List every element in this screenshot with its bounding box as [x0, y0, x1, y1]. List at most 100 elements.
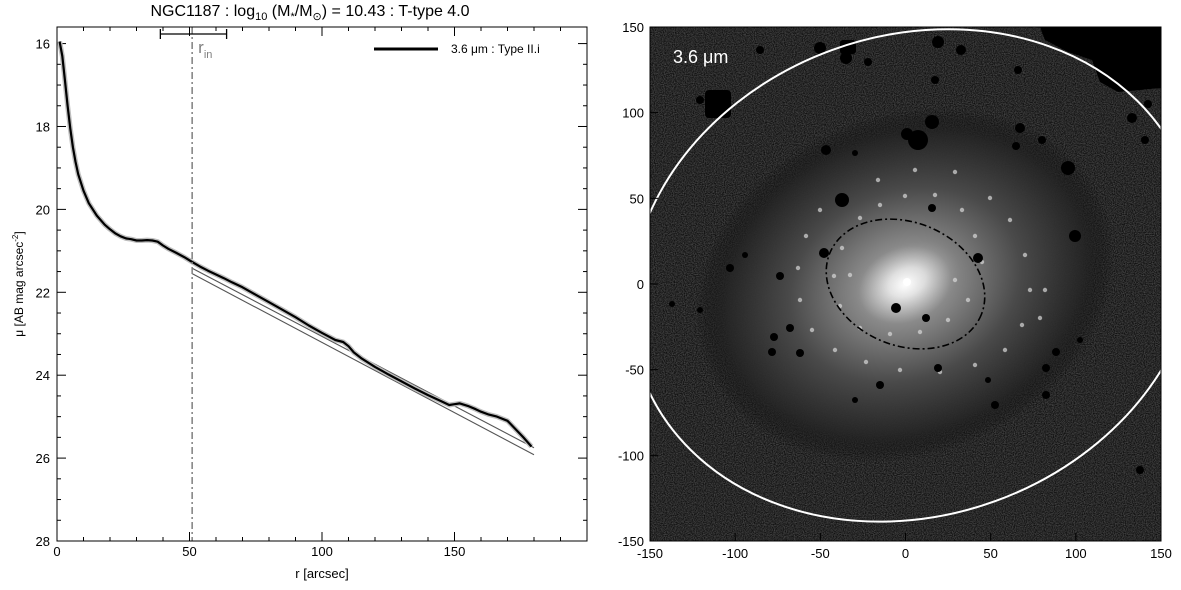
arm-knot [1042, 287, 1048, 293]
masked-source [901, 128, 913, 140]
x-tick-label: 150 [444, 544, 466, 559]
profile-legend: 3.6 μm : Type II.i [374, 42, 540, 56]
y-tick-label: 28 [36, 534, 50, 549]
masked-sources [669, 36, 1152, 474]
masked-source [1061, 161, 1075, 175]
masked-source [876, 381, 884, 389]
masked-source [776, 272, 784, 280]
y-tick-label: 18 [36, 119, 50, 134]
masked-source [1015, 123, 1025, 133]
masked-source [705, 90, 731, 118]
arm-knot [877, 202, 883, 208]
arm-knot [839, 245, 845, 251]
masked-source [922, 314, 930, 322]
masked-source [786, 324, 794, 332]
arm-knot [972, 233, 978, 239]
inner-ellipse [825, 218, 986, 350]
masked-source [840, 52, 852, 64]
masked-source [1038, 136, 1046, 144]
masked-source [814, 42, 826, 54]
masked-source [821, 145, 831, 155]
masked-source [696, 96, 704, 104]
arm-knot [797, 297, 803, 303]
masked-source [891, 303, 901, 313]
y-tick-label: 22 [36, 285, 50, 300]
arm-knot [1027, 287, 1033, 293]
masked-source [796, 349, 804, 357]
masked-source [1052, 348, 1060, 356]
image-panel: 3.6 μm -150 -100 -50 0 50 100 150 -150 -100 -50 0 5… [618, 20, 1172, 561]
image-y-tick-label: -50 [625, 363, 644, 378]
image-y-tick-label: -100 [618, 448, 644, 463]
masked-source [864, 58, 872, 66]
y-tick-label: 16 [36, 37, 50, 52]
profile-line [58, 41, 533, 448]
rin-marker: rin [159, 27, 228, 541]
arm-knot [803, 233, 809, 239]
arm-knot [1007, 217, 1013, 223]
arm-knot [875, 177, 881, 183]
arm-knot [945, 317, 951, 323]
masked-source [956, 45, 966, 55]
masked-source [835, 193, 849, 207]
arm-knot [1002, 347, 1008, 353]
y-tick-label: 26 [36, 451, 50, 466]
masked-source [852, 397, 858, 403]
masked-source [1042, 364, 1050, 372]
masked-source [1069, 230, 1081, 242]
masked-source [1077, 337, 1083, 343]
image-x-tick-label: -150 [637, 546, 663, 561]
masked-source [985, 377, 991, 383]
arm-knot [887, 331, 893, 337]
profile-panel: NGC1187 : log10 (M*/M⊙) = 10.43 : T-type… [11, 3, 588, 581]
masked-source [1136, 466, 1144, 474]
image-x-tick-label: -100 [722, 546, 748, 561]
profile-error-band-line [57, 41, 534, 449]
arm-knot [912, 167, 918, 173]
image-tick-marks [649, 26, 1162, 542]
masked-source [908, 130, 928, 150]
arm-knot [952, 169, 958, 175]
arm-knot [817, 207, 823, 213]
arm-knot [809, 327, 815, 333]
masked-source [669, 301, 675, 307]
y-tick-label: 20 [36, 202, 50, 217]
fit-line [191, 273, 535, 456]
image-y-tick-label: 50 [630, 191, 644, 206]
arm-knot [897, 367, 903, 373]
arm-knot [952, 277, 958, 283]
masked-source [726, 264, 734, 272]
profile-series [58, 41, 533, 448]
masked-source [991, 401, 999, 409]
masked-source [931, 76, 939, 84]
legend-label: 3.6 μm : Type II.i [451, 42, 540, 56]
arm-knot [972, 362, 978, 368]
image-x-tick-label: -50 [811, 546, 830, 561]
rin-label: rin [198, 38, 212, 61]
masked-source [932, 36, 944, 48]
image-x-tick-label: 100 [1065, 546, 1087, 561]
x-tick-label: 0 [53, 544, 60, 559]
arm-knot [959, 207, 965, 213]
arm-knot [847, 272, 853, 278]
profile-tick-labels: 0 50 100 150 16 18 20 22 24 26 28 [36, 37, 466, 559]
spiral-arm-knots [795, 167, 1048, 375]
masked-source [697, 307, 703, 313]
masked-source [928, 204, 936, 212]
image-x-tick-label: 50 [983, 546, 997, 561]
masked-source [819, 248, 829, 258]
arm-knot [1037, 315, 1043, 321]
arm-knot [965, 297, 971, 303]
profile-plot-frame [56, 26, 588, 542]
masked-source [1127, 113, 1137, 123]
arm-knot [917, 329, 923, 335]
arm-knot [1019, 322, 1025, 328]
image-y-tick-label: -150 [618, 534, 644, 549]
profile-error-band [57, 41, 534, 449]
image-band-label: 3.6 μm [673, 47, 728, 67]
arm-knot [863, 359, 869, 365]
profile-tick-marks [56, 27, 588, 542]
masked-source [1012, 142, 1020, 150]
image-x-tick-label: 150 [1150, 546, 1172, 561]
